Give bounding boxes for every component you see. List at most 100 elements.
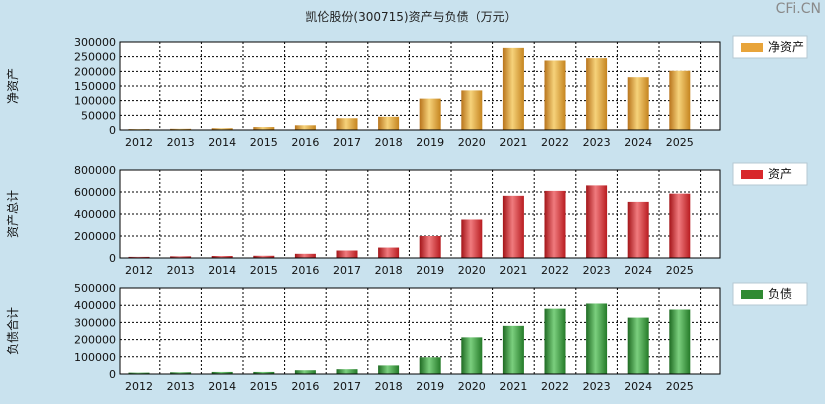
plot-frame-liabilities <box>119 287 721 375</box>
bar-assets <box>502 195 524 258</box>
y-tick-label: 300000 <box>74 316 116 329</box>
bar-net-assets <box>461 90 483 130</box>
bar-liabilities <box>627 317 649 374</box>
x-tick-label: 2017 <box>333 380 361 393</box>
x-tick-label: 2017 <box>333 136 361 149</box>
legend-box <box>732 282 808 306</box>
bar-net-assets <box>211 128 233 130</box>
bar-assets <box>294 253 316 258</box>
x-tick-label: 2024 <box>624 136 652 149</box>
x-tick-label: 2014 <box>208 264 236 277</box>
y-tick-label: 600000 <box>74 186 116 199</box>
y-tick-label: 300000 <box>74 36 116 49</box>
ylabel-net-assets: 净资产 <box>6 68 20 104</box>
legend-label: 负债 <box>768 287 792 301</box>
bar-liabilities <box>669 309 691 374</box>
chart-title: 凯伦股份(300715)资产与负债（万元） <box>305 9 516 24</box>
x-tick-label: 2025 <box>666 264 694 277</box>
x-tick-label: 2013 <box>167 136 195 149</box>
x-tick-label: 2012 <box>125 380 153 393</box>
bar-liabilities <box>253 371 275 374</box>
bar-net-assets <box>170 128 192 130</box>
bar-assets <box>170 256 192 258</box>
bar-liabilities <box>378 365 400 374</box>
bar-liabilities <box>586 303 608 374</box>
bar-net-assets <box>419 98 441 130</box>
bar-assets <box>586 185 608 258</box>
y-tick-label: 400000 <box>74 299 116 312</box>
x-tick-label: 2021 <box>499 380 527 393</box>
x-tick-label: 2023 <box>583 264 611 277</box>
y-tick-label: 250000 <box>74 51 116 64</box>
ylabel-liabilities: 负债合计 <box>5 307 20 355</box>
legend-net-assets: 净资产 <box>732 35 808 59</box>
x-tick-label: 2021 <box>499 136 527 149</box>
bar-net-assets <box>502 47 524 130</box>
bar-assets <box>419 236 441 258</box>
x-tick-label: 2014 <box>208 136 236 149</box>
bar-net-assets <box>586 58 608 131</box>
bar-assets <box>627 201 649 258</box>
bar-assets <box>544 190 566 258</box>
y-tick-label: 500000 <box>74 282 116 295</box>
bar-assets <box>669 193 691 258</box>
x-tick-label: 2016 <box>291 136 319 149</box>
bar-net-assets <box>294 125 316 130</box>
y-tick-label: 0 <box>109 124 116 137</box>
x-tick-label: 2013 <box>167 264 195 277</box>
x-tick-label: 2020 <box>458 380 486 393</box>
x-tick-label: 2023 <box>583 380 611 393</box>
x-tick-label: 2017 <box>333 264 361 277</box>
bar-liabilities <box>128 372 150 374</box>
y-tick-label: 150000 <box>74 80 116 93</box>
panel-assets: 0 200000 400000 600000 800000 2012 2013 2014 201… <box>6 162 808 277</box>
bar-assets <box>211 256 233 258</box>
bar-net-assets <box>253 127 275 130</box>
x-tick-label: 2023 <box>583 136 611 149</box>
x-tick-label: 2012 <box>125 264 153 277</box>
legend-box <box>732 35 808 59</box>
y-tick-label: 100000 <box>74 95 116 108</box>
bar-net-assets <box>378 116 400 130</box>
x-tick-label: 2018 <box>375 264 403 277</box>
y-tick-label: 800000 <box>74 164 116 177</box>
x-tick-label: 2025 <box>666 136 694 149</box>
y-tick-label: 400000 <box>74 208 116 221</box>
legend-label: 净资产 <box>768 40 804 54</box>
bar-net-assets <box>336 118 358 130</box>
bar-net-assets <box>627 77 649 130</box>
x-tick-label: 2016 <box>291 380 319 393</box>
x-tick-label: 2019 <box>416 136 444 149</box>
bar-net-assets <box>544 60 566 131</box>
x-tick-label: 2018 <box>375 380 403 393</box>
bar-liabilities <box>211 371 233 374</box>
y-tick-label: 200000 <box>74 334 116 347</box>
bar-liabilities <box>461 337 483 374</box>
x-tick-label: 2021 <box>499 264 527 277</box>
x-tick-label: 2015 <box>250 136 278 149</box>
bar-assets <box>461 219 483 258</box>
plot-frame-assets <box>119 169 721 259</box>
x-tick-label: 2013 <box>167 380 195 393</box>
y-tick-label: 100000 <box>74 351 116 364</box>
x-tick-label: 2012 <box>125 136 153 149</box>
x-tick-label: 2022 <box>541 136 569 149</box>
x-tick-label: 2015 <box>250 264 278 277</box>
legend-assets: 资产 <box>732 162 808 186</box>
bar-liabilities <box>336 369 358 374</box>
x-tick-label: 2014 <box>208 380 236 393</box>
x-tick-label: 2015 <box>250 380 278 393</box>
x-tick-label: 2024 <box>624 380 652 393</box>
y-tick-label: 200000 <box>74 65 116 78</box>
x-tick-label: 2022 <box>541 380 569 393</box>
legend-swatch <box>741 43 763 52</box>
y-tick-label: 0 <box>109 368 116 381</box>
bar-liabilities <box>502 325 524 374</box>
x-tick-label: 2025 <box>666 380 694 393</box>
legend-swatch <box>741 290 763 299</box>
legend-box <box>732 162 808 186</box>
y-tick-label: 0 <box>109 252 116 265</box>
